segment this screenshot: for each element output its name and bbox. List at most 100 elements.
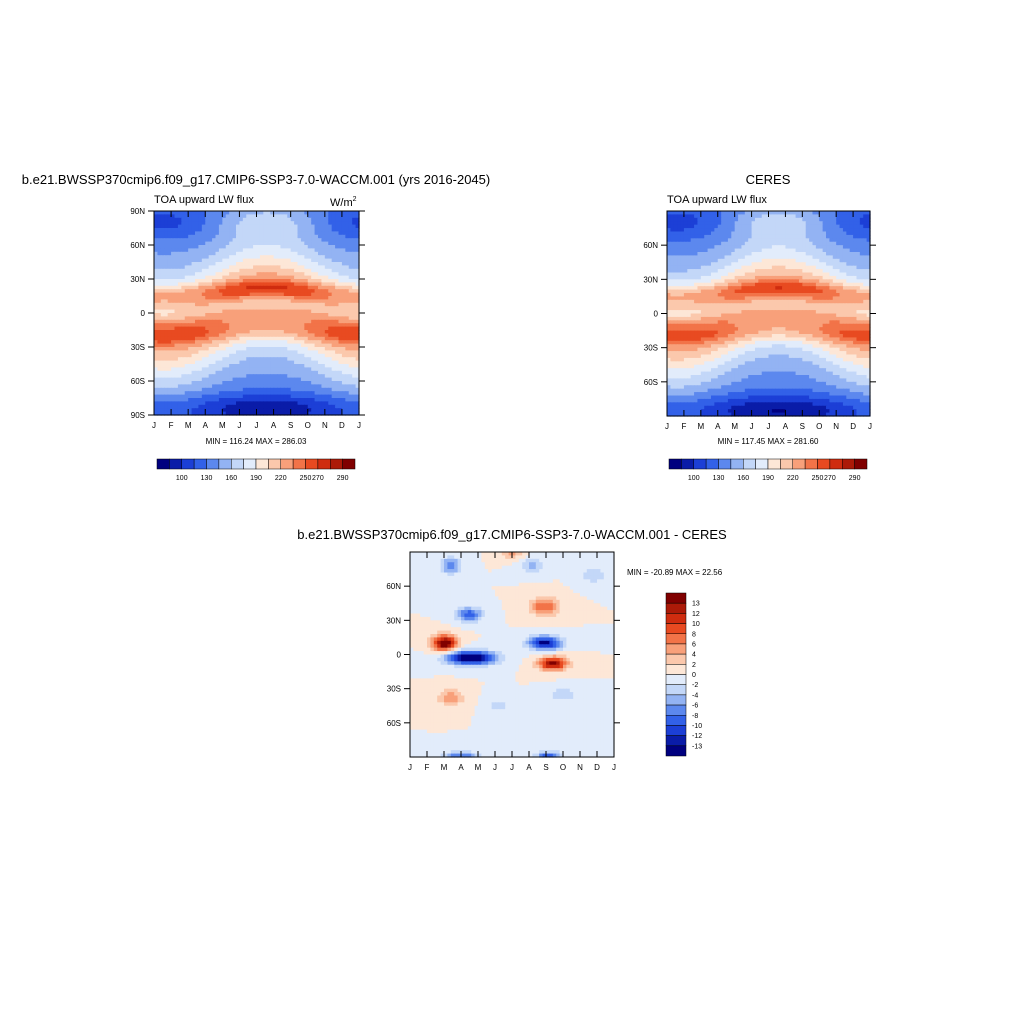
field-cell bbox=[349, 337, 353, 341]
field-cell bbox=[731, 218, 735, 222]
colorbar-label: 190 bbox=[250, 475, 262, 482]
field-cell bbox=[345, 214, 349, 218]
field-cell bbox=[711, 211, 715, 215]
field-cell bbox=[349, 248, 353, 252]
field-cell bbox=[823, 259, 827, 263]
field-cell bbox=[823, 279, 827, 283]
field-cell bbox=[202, 371, 206, 375]
field-cell bbox=[154, 371, 158, 375]
field-cell bbox=[308, 405, 312, 409]
field-cell bbox=[205, 238, 209, 242]
field-cell bbox=[328, 238, 332, 242]
field-cell bbox=[267, 231, 271, 235]
field-cell bbox=[233, 238, 237, 242]
field-cell bbox=[308, 286, 312, 290]
field-cell bbox=[263, 320, 267, 324]
field-cell bbox=[772, 262, 776, 266]
field-cell bbox=[181, 221, 185, 225]
field-cell bbox=[772, 242, 776, 246]
field-cell bbox=[287, 286, 291, 290]
field-cell bbox=[792, 269, 796, 273]
x-tick-label: F bbox=[169, 421, 174, 430]
field-cell bbox=[681, 228, 685, 232]
field-cell bbox=[202, 221, 206, 225]
field-cell bbox=[277, 320, 281, 324]
field-cell bbox=[711, 228, 715, 232]
field-cell bbox=[175, 248, 179, 252]
field-cell bbox=[253, 221, 257, 225]
field-cell bbox=[298, 286, 302, 290]
field-cell bbox=[154, 405, 158, 409]
field-cell bbox=[246, 269, 250, 273]
field-cell bbox=[782, 283, 786, 287]
y-tick-label: 90S bbox=[131, 411, 145, 420]
field-cell bbox=[181, 371, 185, 375]
field-cell bbox=[226, 337, 230, 341]
field-cell bbox=[267, 221, 271, 225]
field-cell bbox=[701, 279, 705, 283]
field-cell bbox=[721, 242, 725, 246]
field-cell bbox=[701, 283, 705, 287]
field-cell bbox=[257, 269, 261, 273]
field-cell bbox=[335, 269, 339, 273]
field-cell bbox=[171, 238, 175, 242]
field-cell bbox=[236, 320, 240, 324]
field-cell bbox=[681, 221, 685, 225]
field-cell bbox=[812, 221, 816, 225]
field-cell bbox=[772, 211, 776, 215]
field-cell bbox=[226, 269, 230, 273]
field-cell bbox=[226, 221, 230, 225]
field-cell bbox=[782, 279, 786, 283]
field-cell bbox=[792, 249, 796, 253]
field-cell bbox=[284, 214, 288, 218]
field-cell bbox=[274, 214, 278, 218]
field-cell bbox=[833, 242, 837, 246]
field-cell bbox=[243, 214, 247, 218]
field-cell bbox=[325, 303, 329, 307]
field-cell bbox=[339, 354, 343, 358]
field-cell bbox=[164, 238, 168, 242]
field-cell bbox=[212, 248, 216, 252]
field-cell bbox=[154, 354, 158, 358]
x-tick-label: J bbox=[357, 421, 361, 430]
field-cell bbox=[315, 354, 319, 358]
field-cell bbox=[212, 337, 216, 341]
field-cell bbox=[731, 279, 735, 283]
field-cell bbox=[782, 221, 786, 225]
field-cell bbox=[721, 232, 725, 236]
field-cell bbox=[731, 228, 735, 232]
field-cell bbox=[202, 337, 206, 341]
field-cell bbox=[181, 320, 185, 324]
y-tick-label: 60S bbox=[131, 377, 145, 386]
field-cell bbox=[721, 269, 725, 273]
field-cell bbox=[185, 238, 189, 242]
field-cell bbox=[195, 320, 199, 324]
field-cell bbox=[863, 262, 867, 266]
field-cell bbox=[318, 214, 322, 218]
field-cell bbox=[298, 405, 302, 409]
field-cell bbox=[294, 371, 298, 375]
field-cell bbox=[202, 269, 206, 273]
field-cell bbox=[277, 388, 281, 392]
colorbar-label: 220 bbox=[275, 475, 287, 482]
field-cell bbox=[853, 211, 857, 215]
field-cell bbox=[267, 286, 271, 290]
field-cell bbox=[212, 221, 216, 225]
field-cell bbox=[339, 269, 343, 273]
field-cell bbox=[216, 337, 220, 341]
colorbar-label: 160 bbox=[225, 475, 237, 482]
field-cell bbox=[328, 303, 332, 307]
field-cell bbox=[175, 231, 179, 235]
field-cell bbox=[812, 269, 816, 273]
field-cell bbox=[202, 405, 206, 409]
field-cell bbox=[802, 228, 806, 232]
field-cell bbox=[701, 273, 705, 277]
field-cell bbox=[277, 405, 281, 409]
field-cell bbox=[772, 232, 776, 236]
field-cell bbox=[802, 283, 806, 287]
field-cell bbox=[741, 238, 745, 242]
field-cell bbox=[246, 214, 250, 218]
field-cell bbox=[298, 238, 302, 242]
field-cell bbox=[263, 388, 267, 392]
